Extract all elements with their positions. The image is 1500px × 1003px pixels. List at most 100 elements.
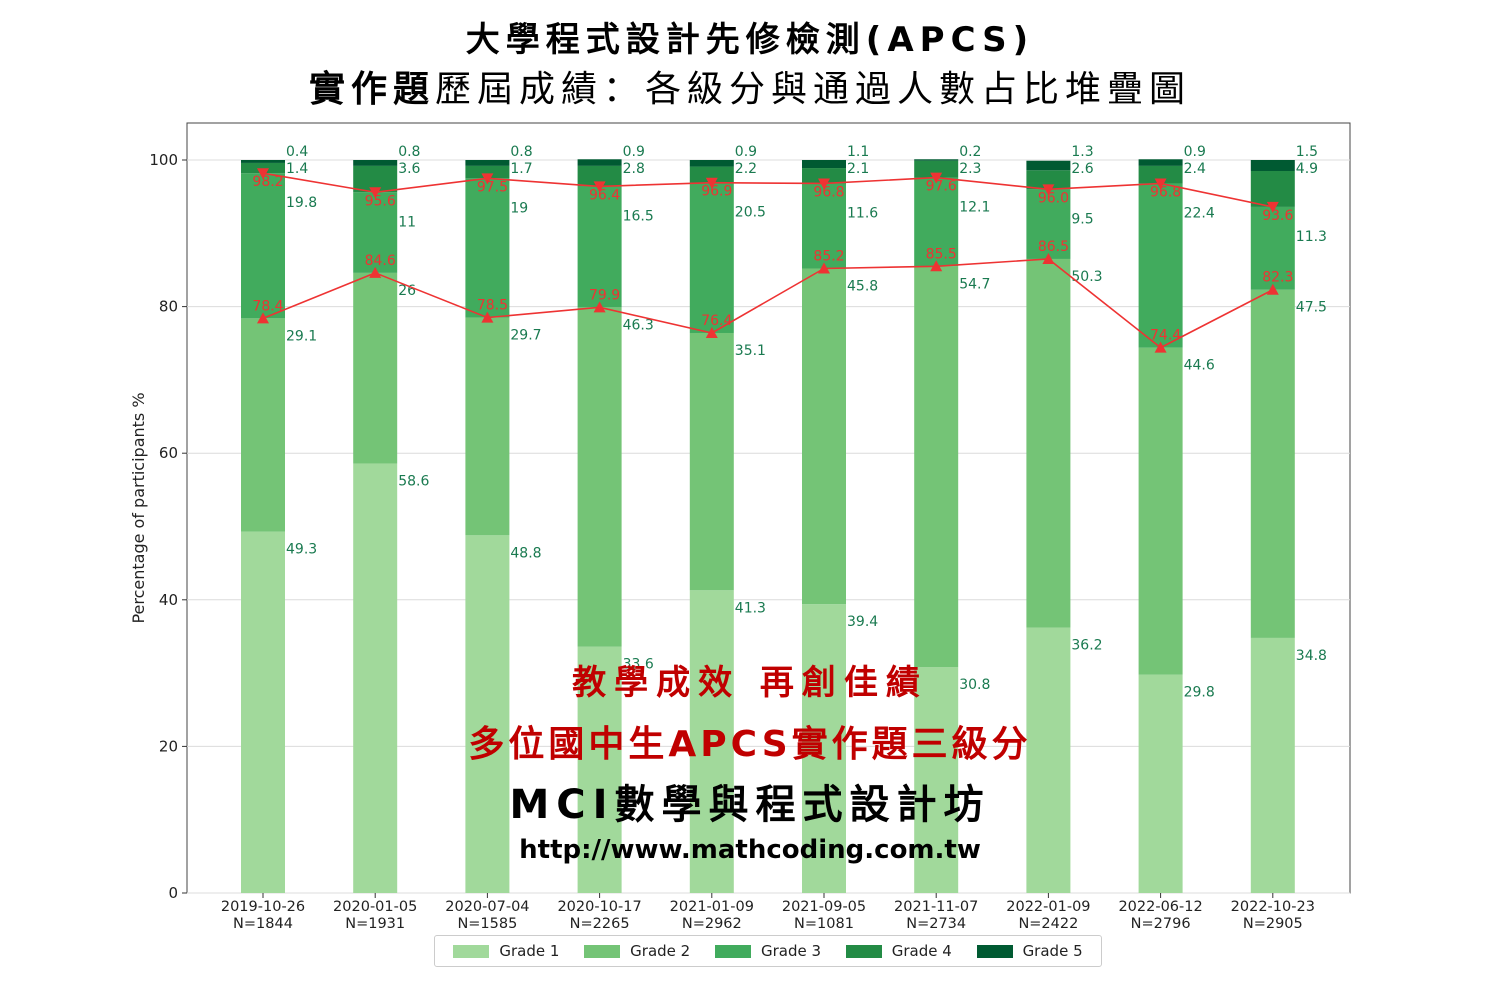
pass-rate-line <box>262 172 1273 208</box>
pass-rate-label: 85.5 <box>926 246 957 262</box>
pass-rate-marker <box>593 301 606 313</box>
x-tick-sublabel: N=1585 <box>457 916 517 932</box>
bar-segment <box>802 183 846 269</box>
x-tick-label: 2022-10-23 <box>1231 899 1315 915</box>
bar-segment <box>1138 347 1183 675</box>
pass-rate-marker <box>257 312 269 324</box>
pass-rate-label: 84.6 <box>365 253 396 269</box>
x-tick-sublabel: N=2962 <box>682 916 742 932</box>
segment-value-label: 29.1 <box>286 328 317 344</box>
pass-rate-label: 96.8 <box>813 184 844 200</box>
bar-segment <box>1026 170 1071 190</box>
pass-rate-label: 79.9 <box>589 287 620 303</box>
segment-value-label: 0.4 <box>286 144 308 160</box>
segment-value-label: 34.8 <box>1296 648 1327 664</box>
bar-segment <box>689 166 734 183</box>
bar-segment <box>465 535 510 893</box>
bar-segment <box>241 173 285 319</box>
pass-rate-marker <box>1042 252 1055 264</box>
segment-value-label: 50.3 <box>1071 269 1102 285</box>
bar-segment <box>465 317 510 536</box>
bar-segment <box>1026 627 1071 893</box>
pass-rate-marker <box>818 262 830 274</box>
x-tick-sublabel: N=2265 <box>570 916 630 932</box>
bar-segment <box>1250 206 1295 290</box>
segment-value-label: 0.9 <box>1184 144 1206 160</box>
bar-segment <box>353 192 398 273</box>
legend-item: Grade 2 <box>584 942 690 960</box>
bar-segment <box>353 160 398 166</box>
segment-value-label: 58.6 <box>398 473 429 489</box>
segment-value-label: 11.6 <box>847 205 878 221</box>
segment-value-label: 29.7 <box>510 328 541 344</box>
segment-value-label: 0.2 <box>959 144 981 160</box>
y-tick-label: 80 <box>159 298 178 316</box>
pass-rate-marker <box>1154 341 1167 353</box>
x-tick-sublabel: N=1931 <box>345 916 405 932</box>
segment-value-label: 22.4 <box>1184 205 1215 221</box>
segment-value-label: 45.8 <box>847 278 878 294</box>
pass-rate-marker <box>818 178 830 190</box>
subtitle-bold-part: 實作題 <box>308 69 435 110</box>
pass-rate-marker <box>257 168 269 180</box>
segment-value-label: 48.8 <box>510 545 541 561</box>
bar-segment <box>1250 637 1295 893</box>
bar-segment <box>241 162 285 174</box>
y-tick-label: 40 <box>159 591 178 609</box>
x-tick-label: 2021-09-05 <box>782 899 866 915</box>
segment-value-label: 11 <box>398 214 416 230</box>
segment-value-label: 0.8 <box>510 144 532 160</box>
bar-segment <box>802 604 846 893</box>
pass-rate-label: 74.4 <box>1150 328 1181 344</box>
y-tick-label: 100 <box>149 151 178 169</box>
legend-label: Grade 5 <box>1022 942 1083 960</box>
bar-segment <box>689 160 734 167</box>
bar-segment <box>689 182 734 333</box>
chart-title: 大學程式設計先修檢測(APCS) <box>465 20 1035 60</box>
segment-value-label: 20.5 <box>735 205 766 221</box>
pass-rate-label: 96.4 <box>589 187 620 203</box>
segment-value-label: 2.3 <box>959 161 981 177</box>
bar-segment <box>1250 289 1295 638</box>
segment-value-label: 46.3 <box>623 317 654 333</box>
x-tick-sublabel: N=1081 <box>794 916 854 932</box>
pass-rate-label: 97.6 <box>926 179 957 195</box>
x-tick-sublabel: N=2905 <box>1243 916 1303 932</box>
segment-value-label: 12.1 <box>959 200 990 216</box>
pass-rate-marker <box>705 177 718 189</box>
segment-value-label: 1.1 <box>847 144 869 160</box>
segment-value-label: 9.5 <box>1071 211 1093 227</box>
legend-swatch <box>584 944 621 958</box>
bar-segment <box>1138 165 1183 184</box>
pass-rate-label: 96.9 <box>701 184 732 200</box>
promo-line-1: 教學成效 再創佳績 <box>572 663 928 703</box>
legend-item: Grade 5 <box>976 942 1083 960</box>
bar-segment <box>465 178 510 318</box>
bar-segment <box>1138 159 1183 166</box>
pass-rate-label: 78.5 <box>477 298 508 314</box>
legend-item: Grade 1 <box>453 942 559 960</box>
bar-segment <box>577 307 622 647</box>
pass-rate-line <box>262 258 1274 349</box>
bar-segment <box>241 531 285 893</box>
x-tick-sublabel: N=2796 <box>1131 916 1191 932</box>
subtitle-rest: 歷屆成績：各級分與通過人數占比堆疊圖 <box>435 69 1192 110</box>
segment-value-label: 1.4 <box>286 161 308 177</box>
segment-value-label: 36.2 <box>1071 638 1102 654</box>
segment-value-label: 2.6 <box>1071 161 1093 177</box>
x-tick-sublabel: N=2422 <box>1018 916 1078 932</box>
bar-segment <box>1026 160 1071 171</box>
legend-label: Grade 4 <box>891 942 952 960</box>
pass-rate-label: 76.4 <box>701 313 732 329</box>
bar-segment <box>914 159 959 161</box>
bar-segment <box>465 165 510 179</box>
segment-value-label: 1.5 <box>1296 144 1318 160</box>
bar-segment <box>241 160 285 163</box>
segment-value-label: 0.9 <box>623 144 645 160</box>
bar-segment <box>465 160 510 166</box>
pass-rate-label: 95.6 <box>365 193 396 209</box>
bar-segment <box>802 168 846 184</box>
pass-rate-label: 86.5 <box>1038 239 1069 255</box>
segment-value-label: 29.8 <box>1184 685 1215 701</box>
